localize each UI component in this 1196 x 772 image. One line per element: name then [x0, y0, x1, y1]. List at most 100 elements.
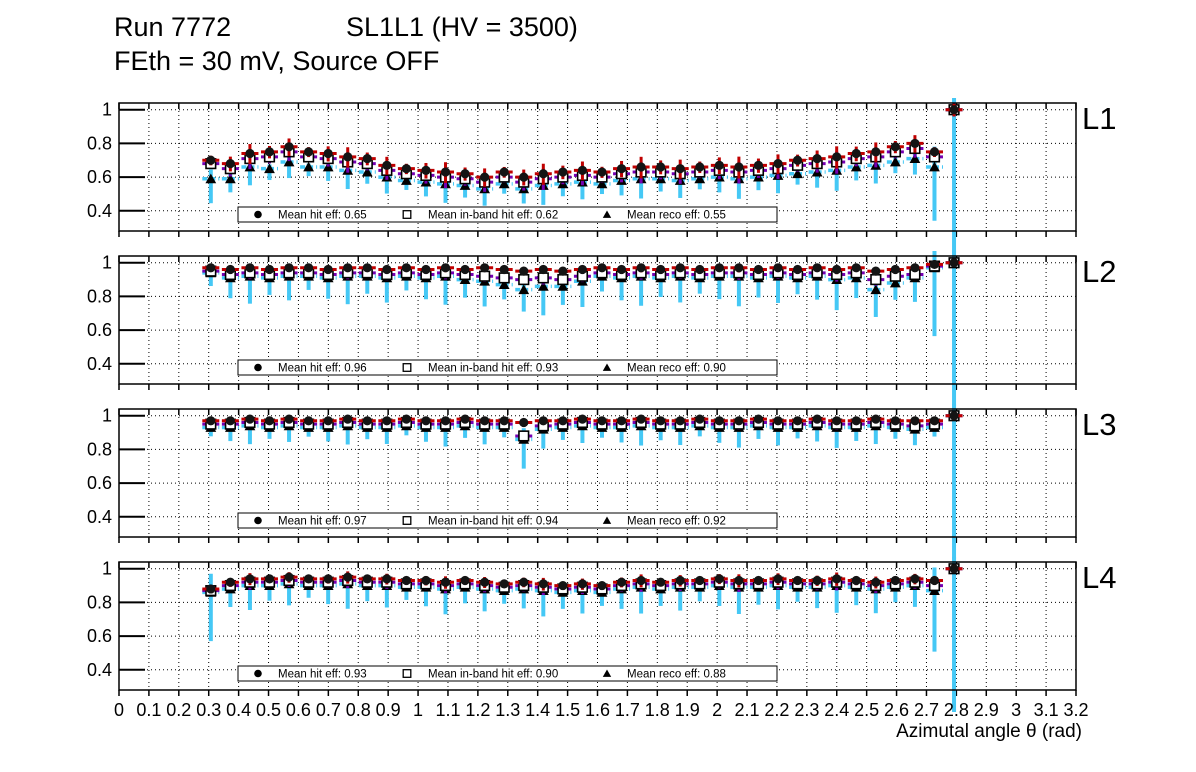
svg-text:2.8: 2.8 [944, 700, 969, 720]
svg-text:1: 1 [102, 100, 112, 120]
svg-text:0.6: 0.6 [87, 626, 112, 646]
panel-L1: 0.4 0.6 0.8 1 Mean hit eff: 0.65 Mean in-band… [87, 98, 1077, 253]
tick-marks [118, 409, 1077, 543]
panel-L2: 0.4 0.6 0.8 1 Mean hit eff: 0.96 Mean in-band… [87, 251, 1077, 406]
series-filled-circle [202, 103, 963, 187]
legend-label: Mean hit eff: 0.97 [278, 516, 367, 528]
svg-text:0.1: 0.1 [136, 700, 161, 720]
svg-text:1.3: 1.3 [495, 700, 520, 720]
svg-text:0: 0 [114, 700, 124, 720]
svg-text:1.5: 1.5 [555, 700, 580, 720]
svg-text:1.6: 1.6 [585, 700, 610, 720]
panel-border [118, 561, 1077, 691]
panel-border [118, 102, 1077, 232]
svg-text:1.7: 1.7 [615, 700, 640, 720]
series-filled-circle [202, 411, 963, 428]
panel-label-l4: L4 [1082, 560, 1117, 595]
x-axis-title: Azimutal angle θ (rad) [896, 721, 1082, 742]
svg-text:0.7: 0.7 [316, 700, 341, 720]
plot-title-run: Run 7772 [114, 12, 232, 42]
x-tick-labels: 0 0.1 0.2 0.3 0.4 0.5 0.6 0.7 0.8 0.9 1 1.1 1.2 1.3 1.… [114, 700, 1089, 720]
legend-L1: Mean hit eff: 0.65 Mean in-band hit eff: … [237, 206, 778, 223]
svg-text:1.9: 1.9 [675, 700, 700, 720]
svg-text:1.4: 1.4 [525, 700, 550, 720]
plot-title-detector: SL1L1 (HV = 3500) [346, 12, 578, 42]
legend-square-icon [402, 363, 412, 372]
plot-title-conditions: FEth = 30 mV, Source OFF [114, 46, 440, 76]
svg-text:0.4: 0.4 [87, 507, 112, 527]
panel-label-l1: L1 [1082, 101, 1117, 136]
legend-label: Mean in-band hit eff: 0.93 [428, 363, 558, 375]
svg-text:2.1: 2.1 [735, 700, 760, 720]
legend-L2: Mean hit eff: 0.96 Mean in-band hit eff: … [237, 359, 778, 376]
legend-label: Mean in-band hit eff: 0.62 [428, 210, 558, 222]
svg-text:3.2: 3.2 [1063, 700, 1088, 720]
svg-text:1: 1 [102, 253, 112, 273]
panel-label-l3: L3 [1082, 407, 1117, 442]
tick-marks [118, 562, 1077, 696]
panel-L4: 0.4 0.6 0.8 1 Mean hit eff: 0.93 Mean in-band… [87, 557, 1077, 712]
legend-triangle-icon [602, 669, 612, 677]
svg-text:0.5: 0.5 [256, 700, 281, 720]
legend-L4: Mean hit eff: 0.93 Mean in-band hit eff: … [237, 665, 778, 682]
svg-text:1.1: 1.1 [435, 700, 460, 720]
gridlines [119, 409, 1076, 537]
panel-label-l2: L2 [1082, 254, 1117, 289]
legend-triangle-icon [602, 210, 612, 218]
series-filled-circle [202, 258, 963, 276]
svg-text:2: 2 [712, 700, 722, 720]
svg-text:3.1: 3.1 [1034, 700, 1059, 720]
svg-text:0.8: 0.8 [87, 592, 112, 612]
svg-text:0.8: 0.8 [87, 439, 112, 459]
legend-square-icon [402, 669, 412, 678]
svg-text:0.4: 0.4 [87, 354, 112, 374]
svg-text:0.3: 0.3 [196, 700, 221, 720]
svg-text:3: 3 [1011, 700, 1021, 720]
y-tick-labels: 0.4 0.6 0.8 1 [87, 559, 112, 680]
legend-circle-icon [254, 516, 262, 525]
legend-triangle-icon [602, 516, 612, 524]
svg-text:2.5: 2.5 [854, 700, 879, 720]
legend-label: Mean hit eff: 0.93 [278, 669, 367, 681]
gridlines [119, 256, 1076, 384]
svg-text:0.9: 0.9 [376, 700, 401, 720]
legend-label: Mean hit eff: 0.65 [278, 210, 367, 222]
svg-text:0.6: 0.6 [87, 320, 112, 340]
svg-text:0.4: 0.4 [226, 700, 251, 720]
panel-border [118, 408, 1077, 538]
svg-text:2.2: 2.2 [764, 700, 789, 720]
svg-text:0.8: 0.8 [87, 133, 112, 153]
legend-label: Mean reco eff: 0.55 [627, 210, 726, 222]
tick-marks [118, 256, 1077, 390]
svg-text:2.6: 2.6 [884, 700, 909, 720]
tick-marks [118, 103, 1077, 237]
svg-text:0.6: 0.6 [87, 167, 112, 187]
legend-label: Mean in-band hit eff: 0.90 [428, 669, 558, 681]
svg-text:1: 1 [102, 559, 112, 579]
svg-text:0.6: 0.6 [87, 473, 112, 493]
svg-text:1.8: 1.8 [645, 700, 670, 720]
panel-L3: 0.4 0.6 0.8 1 Mean hit eff: 0.97 Mean in-band… [87, 404, 1077, 559]
legend-label: Mean reco eff: 0.88 [627, 669, 726, 681]
legend-label: Mean reco eff: 0.90 [627, 363, 726, 375]
series-filled-triangle [202, 557, 963, 712]
y-tick-labels: 0.4 0.6 0.8 1 [87, 406, 112, 527]
svg-text:2.9: 2.9 [974, 700, 999, 720]
svg-text:0.6: 0.6 [286, 700, 311, 720]
legend-circle-icon [254, 363, 262, 372]
legend-circle-icon [254, 669, 262, 678]
svg-text:0.4: 0.4 [87, 660, 112, 680]
legend-L3: Mean hit eff: 0.97 Mean in-band hit eff: … [237, 512, 778, 529]
series-filled-triangle [202, 404, 963, 559]
y-tick-labels: 0.4 0.6 0.8 1 [87, 100, 112, 221]
svg-text:1.2: 1.2 [465, 700, 490, 720]
svg-text:0.2: 0.2 [166, 700, 191, 720]
legend-label: Mean reco eff: 0.92 [627, 516, 726, 528]
panel-border [118, 255, 1077, 385]
legend-label: Mean in-band hit eff: 0.94 [428, 516, 559, 528]
series-filled-circle [202, 564, 963, 594]
legend-circle-icon [254, 210, 262, 219]
legend-square-icon [402, 210, 412, 219]
